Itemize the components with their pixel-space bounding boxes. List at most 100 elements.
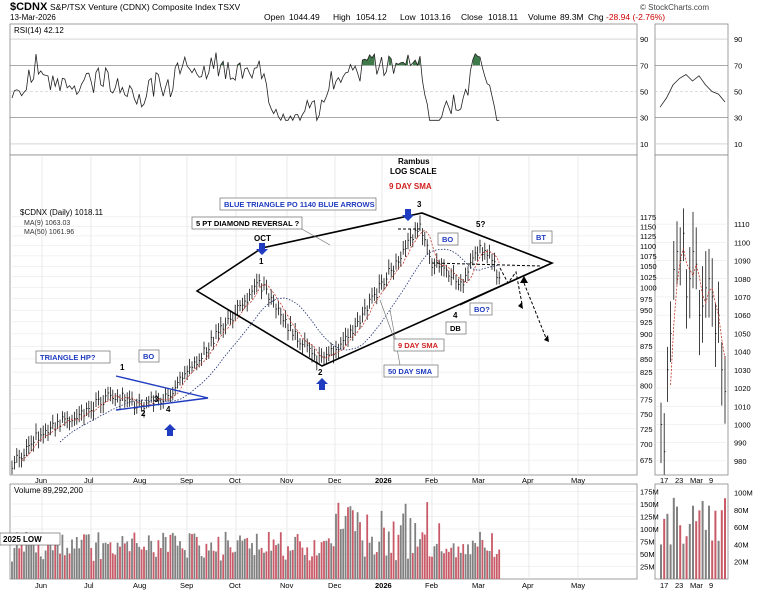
volume-bar [498,549,501,579]
price-tick-label: 1000 [640,284,657,293]
price-tick-label: 950 [640,306,653,315]
side-volume-bar [711,540,714,579]
five-question: 5? [476,220,485,229]
volume-bar [495,554,498,579]
volume-bar [342,528,345,579]
symbol-label: $CDNX [10,1,48,13]
volume-bar [299,541,301,579]
volume-bar [121,536,124,579]
close-label: Close [461,12,483,22]
volume-tick-label: 150M [640,500,659,509]
volume-bar [11,561,13,579]
rsi-tick-label: 90 [640,35,648,44]
volume-bar [438,523,441,579]
side-tick-label: 17 [660,581,668,590]
side-tick-label: Mar [690,581,703,590]
volume-bar [126,541,129,579]
sma9-callout-line [379,299,396,342]
volume-bar [265,551,268,579]
volume-bar [157,540,160,579]
volume-bar [186,557,189,579]
volume-bar [392,521,395,579]
volume-bar [71,539,73,579]
volume-bar [75,537,78,579]
volume-bar [335,513,337,579]
sma9-title: 9 DAY SMA [389,182,432,191]
triangle-point-1: 1 [120,363,125,372]
side-volume-bar [701,500,704,579]
side-tick-label: Mar [690,476,703,485]
side-volume-bar [685,536,688,579]
volume-bar [431,556,433,579]
side-price-tick-label: 980 [734,457,747,466]
volume-bar [349,506,352,579]
price-tick-label: 1125 [640,232,656,241]
volume-bar [308,560,311,579]
volume-bar [445,548,448,579]
volume-bar [114,554,117,579]
side-tick-label: 23 [675,476,683,485]
volume-bar [191,534,193,579]
side-price-tick-label: 1000 [734,420,751,429]
volume-bar [224,531,227,579]
side-price-tick-label: 1110 [734,220,750,229]
volume-bar [198,545,201,579]
price-tick-label: 800 [640,382,653,391]
volume-bar [419,539,421,579]
volume-bar [15,532,18,579]
price-tick-label: 925 [640,318,653,327]
diamond-callout-line [299,227,331,246]
volume-bar [155,556,157,579]
date-label: 13-Mar-2026 [10,13,56,22]
volume-bar [243,538,246,579]
side-price-tick-label: 1010 [734,402,751,411]
side-price-tick-label: 1100 [734,238,750,247]
blue-triangle-outline [421,212,554,306]
side-volume-tick-label: 100M [734,489,753,498]
bt-label: BT [536,233,546,242]
volume-bar [164,537,167,579]
month-tick-label: Apr [522,581,534,590]
projection-arrowhead-1 [518,302,523,309]
volume-bar [51,550,54,579]
volume-bar [450,547,453,579]
side-volume-bar [695,521,698,579]
volume-bar [378,541,381,579]
side-volume-bar [692,505,694,579]
volume-bar [135,543,138,579]
volume-bar [368,542,371,579]
side-tick-label: 9 [709,581,713,590]
volume-bar [423,534,426,579]
price-tick-label: 1175 [640,213,656,222]
volume-bar [354,531,357,579]
volume-bar [474,542,477,579]
ma50-line [59,248,500,443]
volume-bar [203,557,205,579]
volume-bar [229,547,232,579]
month-tick-label: 2026 [375,581,392,590]
volume-bar [167,551,169,579]
month-tick-label: Nov [280,476,294,485]
volume-bar [107,544,109,579]
volume-bar [371,536,373,579]
volume-bar [181,548,184,579]
volume-bar [80,539,83,579]
diamond-box [191,216,303,230]
volume-bar [73,548,76,579]
side-tick-label: 23 [675,581,683,590]
ma9-legend: MA(9) 1063.03 [24,220,70,227]
diamond-point-3: 3 [417,200,422,209]
month-tick-label: Mar [472,476,485,485]
low-value: 1013.16 [420,12,451,22]
month-tick-label: Oct [229,581,242,590]
side-volume-bar [708,505,710,579]
volume-bar [95,542,97,579]
month-tick-label: May [571,476,585,485]
price-tick-label: 975 [640,295,653,304]
diamond-point-4: 4 [453,311,458,320]
volume-bar [217,536,220,579]
volume-bar [83,534,85,579]
bo-label-1: BO [143,352,154,361]
volume-bar [380,510,383,579]
volume-bar [315,555,318,579]
